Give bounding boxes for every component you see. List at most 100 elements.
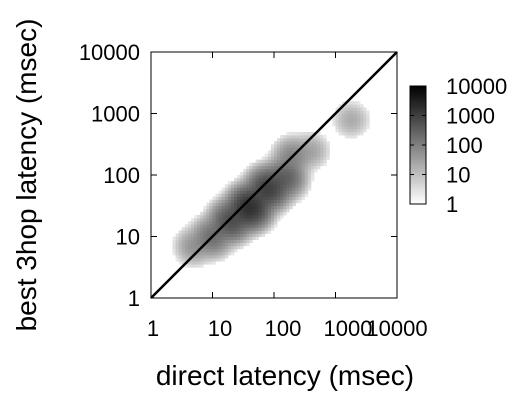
heatmap-cell <box>197 261 201 265</box>
heatmap-cell <box>218 258 223 262</box>
heatmap-cell <box>209 221 213 225</box>
heatmap-cell <box>270 187 275 191</box>
heatmap-cell <box>249 214 253 219</box>
heatmap-cell <box>209 230 213 234</box>
heatmap-cell <box>249 175 253 179</box>
heatmap-cell <box>264 211 269 216</box>
heatmap-cell <box>341 128 346 133</box>
heatmap-cell <box>280 138 284 142</box>
heatmap-cell <box>194 258 198 262</box>
heatmap-cell <box>283 135 287 139</box>
heatmap-cell <box>323 135 327 139</box>
heatmap-cell <box>224 202 229 207</box>
heatmap-cell <box>215 196 220 200</box>
heatmap-cell <box>323 162 327 167</box>
heatmap-cell <box>289 147 293 151</box>
heatmap-cell <box>261 205 266 210</box>
heatmap-cell <box>310 162 315 167</box>
heatmap-cell <box>353 125 358 130</box>
heatmap-cell <box>221 193 226 197</box>
heatmap-cell <box>292 202 296 207</box>
heatmap-cell <box>215 227 220 231</box>
heatmap-cell <box>286 168 290 173</box>
heatmap-cell <box>203 251 207 256</box>
heatmap-cell <box>200 236 204 240</box>
heatmap-cell <box>194 227 198 231</box>
heatmap-cell <box>255 227 260 231</box>
heatmap-cell <box>209 261 213 265</box>
heatmap-cell <box>261 208 266 213</box>
heatmap-cell <box>209 208 213 213</box>
heatmap-cell <box>221 205 226 210</box>
heatmap-cell <box>240 187 244 191</box>
heatmap-cell <box>172 236 177 240</box>
heatmap-cell <box>243 187 247 191</box>
heatmap-cell <box>209 205 213 210</box>
heatmap-cell <box>277 205 281 210</box>
heatmap-cell <box>344 122 349 127</box>
heatmap-cell <box>197 258 201 262</box>
heatmap-cell <box>230 233 235 237</box>
heatmap-cell <box>283 193 287 197</box>
heatmap-cell <box>341 113 346 117</box>
heatmap-cell <box>184 248 189 253</box>
heatmap-cell <box>218 208 223 213</box>
heatmap-cell <box>283 141 287 145</box>
heatmap-cell <box>298 171 303 176</box>
heatmap-cell <box>283 178 287 182</box>
heatmap-cell <box>317 153 321 157</box>
heatmap-cell <box>243 178 247 182</box>
heatmap-cell <box>252 208 256 213</box>
heatmap-cell <box>215 211 220 216</box>
heatmap-cell <box>310 159 315 164</box>
heatmap-cell <box>203 239 207 244</box>
heatmap-cell <box>178 230 183 234</box>
heatmap-cell <box>227 224 232 228</box>
heatmap-cell <box>320 156 324 161</box>
heatmap-cell <box>237 178 241 182</box>
heatmap-cell <box>295 131 299 136</box>
heatmap-cell <box>298 138 303 142</box>
heatmap-cell <box>313 135 318 139</box>
heatmap-cell <box>350 116 355 121</box>
heatmap-cell <box>283 144 287 148</box>
heatmap-cell <box>249 202 253 207</box>
heatmap-cell <box>240 178 244 182</box>
heatmap-cell <box>360 104 364 108</box>
heatmap-cell <box>184 242 189 247</box>
heatmap-cell <box>307 144 312 148</box>
heatmap-cell <box>295 165 299 170</box>
heatmap-cell <box>221 196 226 200</box>
heatmap-cell <box>224 224 229 228</box>
heatmap-cell <box>280 181 284 185</box>
heatmap-cell <box>264 196 269 200</box>
heatmap-cell <box>249 218 253 222</box>
heatmap-cell <box>258 202 263 207</box>
heatmap-cell <box>323 138 327 142</box>
heatmap-cell <box>261 178 266 182</box>
heatmap-cell <box>234 205 238 210</box>
heatmap-cell <box>301 184 306 188</box>
heatmap-cell <box>227 187 232 191</box>
heatmap-cell <box>261 227 266 231</box>
heatmap-cell <box>175 254 180 259</box>
heatmap-cell <box>197 251 201 256</box>
heatmap-cell <box>363 113 367 117</box>
heatmap-cell <box>200 251 204 256</box>
heatmap-cell <box>227 221 232 225</box>
heatmap-cell <box>295 138 299 142</box>
heatmap-cell <box>289 178 293 182</box>
heatmap-cell <box>181 258 186 262</box>
heatmap-cell <box>181 227 186 231</box>
heatmap-cell <box>209 199 213 204</box>
heatmap-cell <box>274 199 278 204</box>
heatmap-cell <box>184 233 189 237</box>
heatmap-cell <box>230 239 235 244</box>
heatmap-cell <box>240 236 244 240</box>
heatmap-cell <box>237 224 241 228</box>
heatmap-cell <box>310 150 315 154</box>
heatmap-cell <box>206 221 210 225</box>
heatmap-cell <box>246 205 250 210</box>
heatmap-cell <box>292 162 296 167</box>
heatmap-cell <box>267 230 272 234</box>
